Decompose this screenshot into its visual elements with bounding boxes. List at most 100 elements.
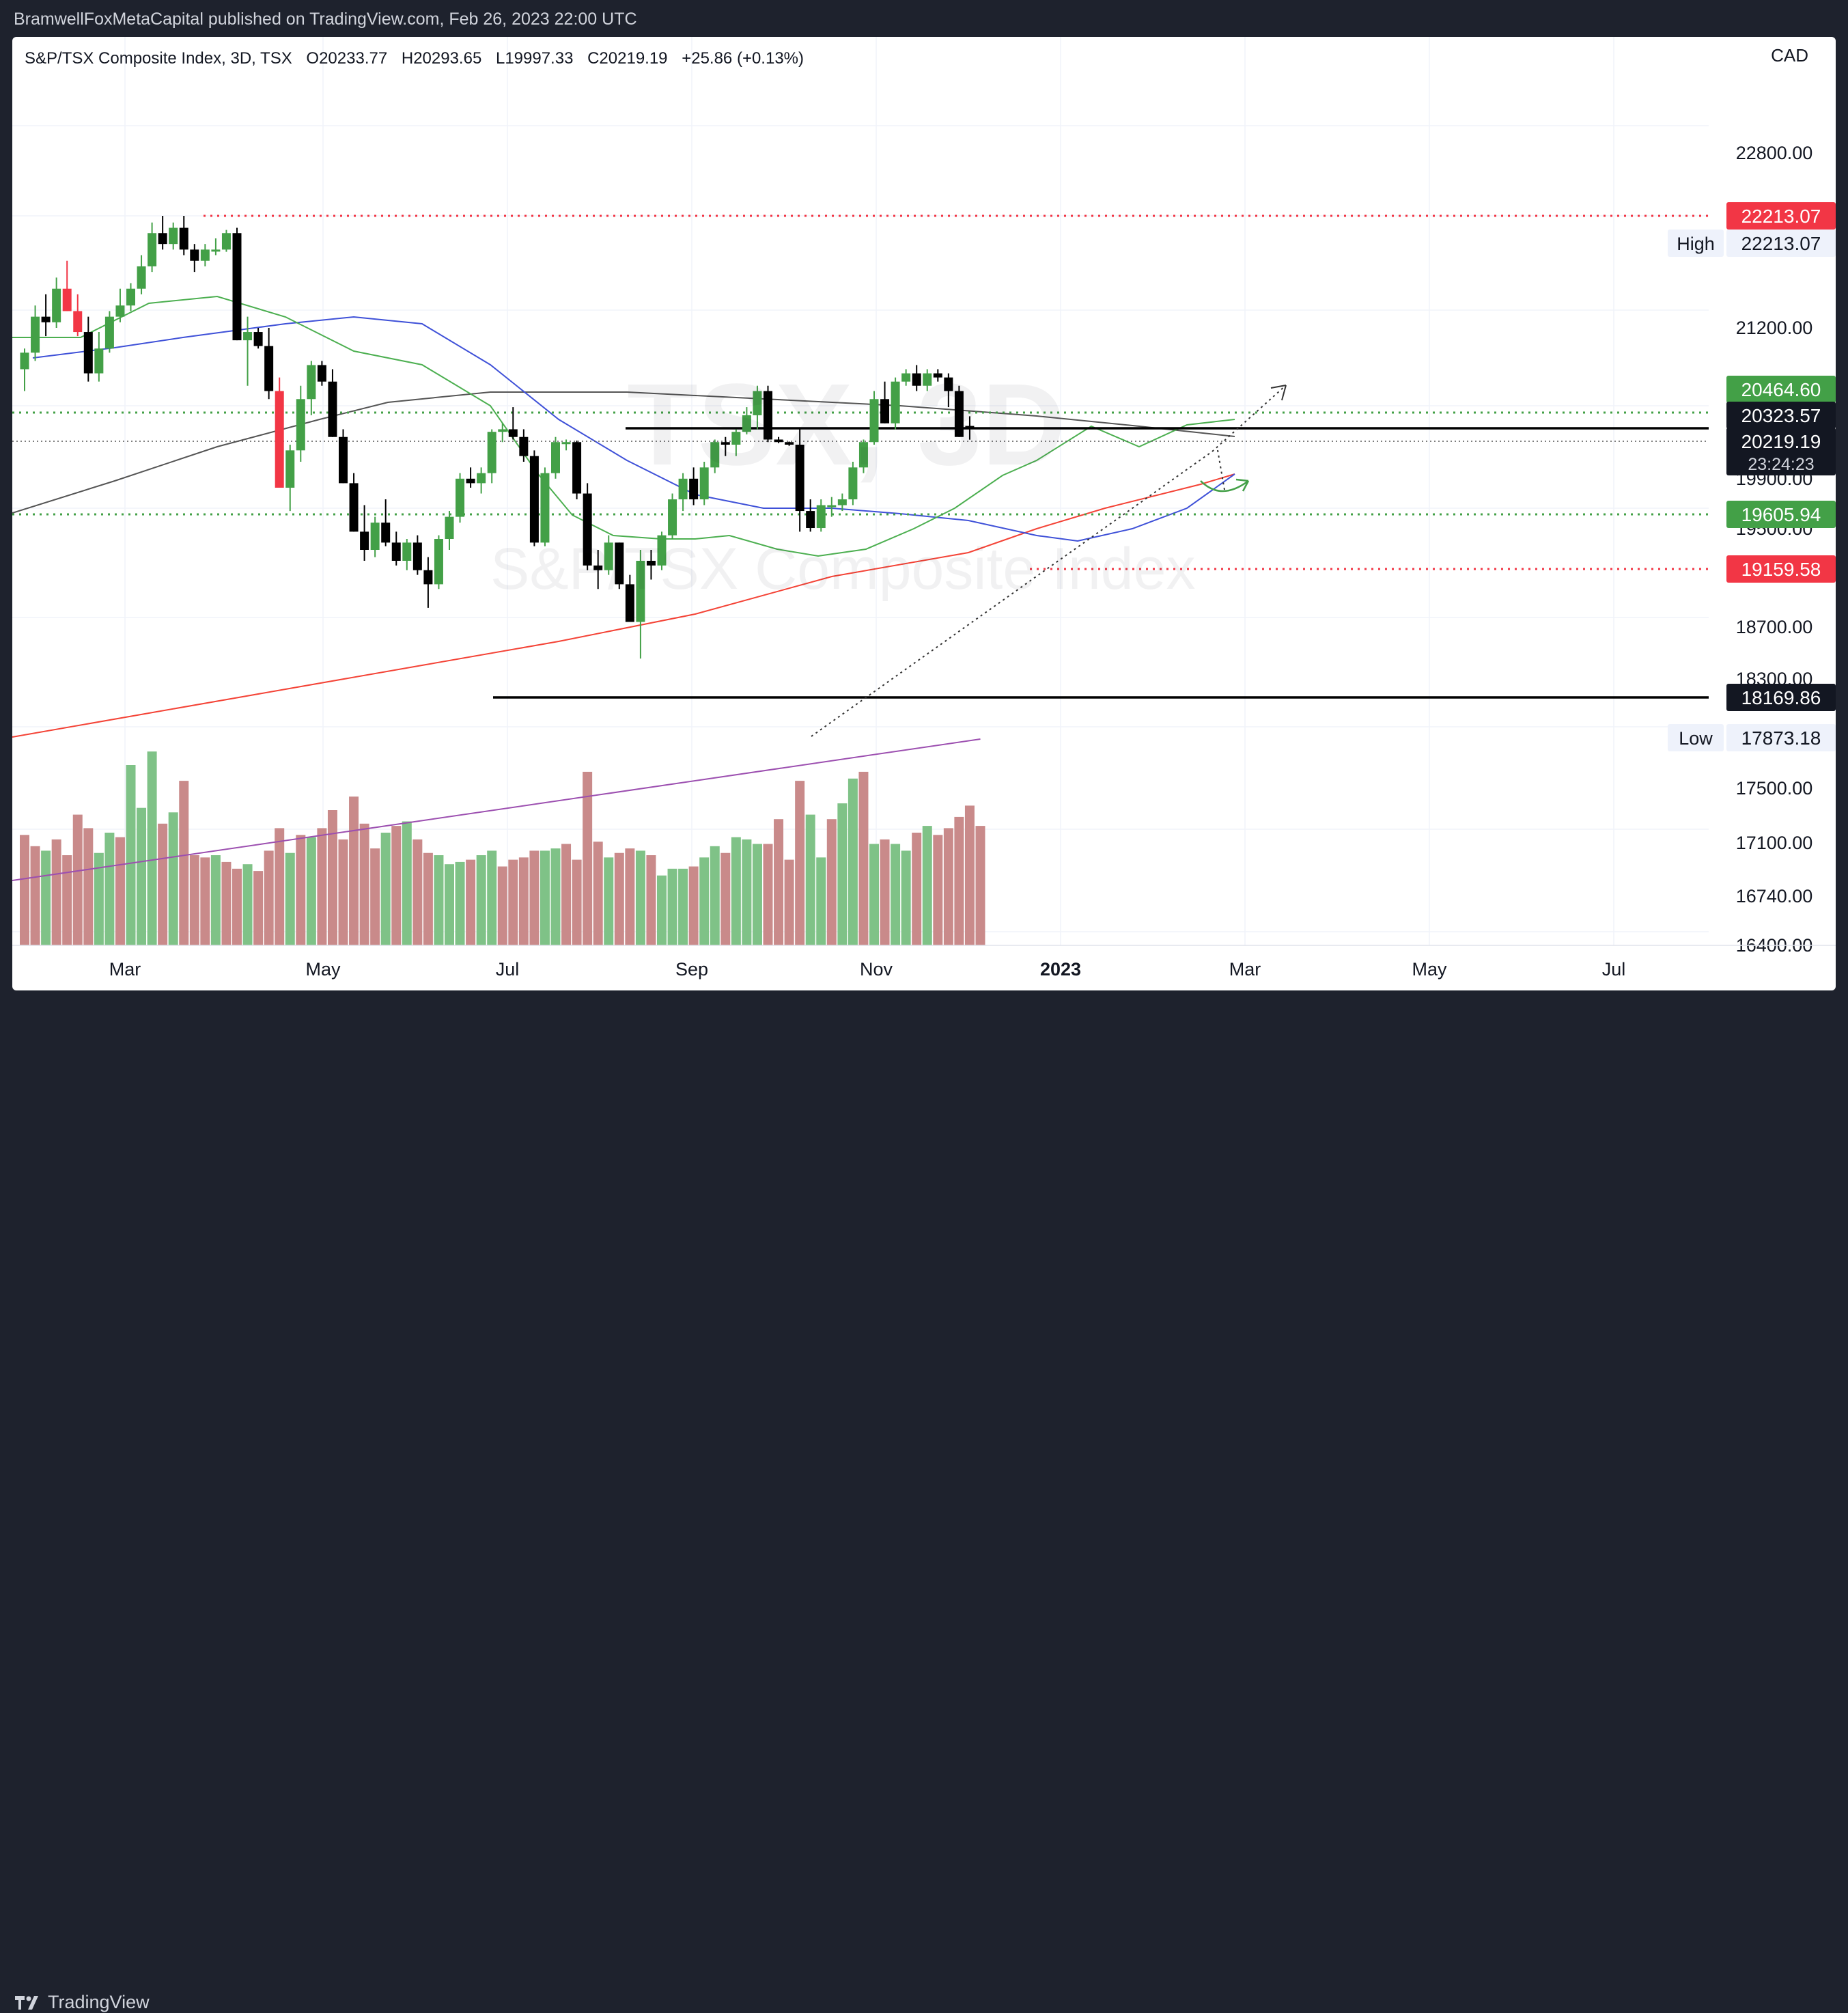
candle — [944, 377, 953, 391]
volume-bar — [518, 857, 529, 945]
tradingview-logo[interactable]: TradingView — [14, 1992, 150, 2013]
candle — [858, 442, 868, 468]
volume-bar — [933, 835, 943, 945]
candle — [20, 352, 29, 370]
y-tick-label: 17100.00 — [1736, 833, 1813, 853]
candle — [73, 311, 83, 333]
volume-bar — [912, 833, 922, 945]
candle — [593, 565, 603, 570]
footer-bar: TradingView — [0, 990, 1848, 2012]
candle — [285, 450, 295, 488]
volume-bar — [168, 812, 178, 945]
volume-bar — [731, 837, 741, 945]
volume-bar — [51, 839, 61, 945]
volume-bar — [763, 844, 773, 945]
levels — [12, 214, 1709, 699]
volume-bar — [20, 835, 29, 945]
y-tick-label: 17500.00 — [1736, 778, 1813, 799]
price-tag-bg — [1668, 724, 1724, 751]
price-tag-bg — [1668, 230, 1724, 257]
candle — [731, 432, 741, 445]
candle — [83, 332, 93, 374]
candle — [572, 442, 582, 494]
volume-bar — [359, 823, 369, 945]
volume-bar — [221, 861, 232, 945]
candle — [339, 436, 348, 484]
countdown-label: 23:24:23 — [1748, 455, 1814, 474]
candle — [126, 288, 135, 306]
symbol-watermark: TSX, 3D — [627, 360, 1066, 490]
candle — [104, 316, 114, 349]
candle — [423, 570, 433, 585]
volume-bar — [774, 819, 784, 945]
volume-bar — [657, 875, 667, 945]
ma-100-line — [12, 391, 1235, 514]
chart-frame[interactable]: 22800.0022000.0021200.0019900.0019500.00… — [12, 37, 1836, 990]
candle — [827, 505, 837, 508]
candle — [668, 499, 677, 536]
volume-bar — [126, 765, 136, 945]
price-tag: Low — [1679, 728, 1713, 749]
volume-bar — [349, 796, 359, 945]
volume-bar — [264, 850, 274, 945]
volume-bar — [625, 848, 635, 945]
candle — [848, 467, 858, 500]
volume-bar — [678, 868, 688, 945]
currency-label[interactable]: CAD — [1771, 45, 1808, 66]
candle — [402, 542, 412, 561]
price-tag: High — [1677, 234, 1715, 254]
candle — [328, 381, 337, 437]
volume-bar — [710, 846, 720, 945]
candle — [774, 439, 783, 443]
candle — [190, 249, 199, 261]
volume-bar — [880, 839, 890, 945]
legend-close: C20219.19 — [587, 49, 668, 68]
projection-arrow — [1212, 385, 1287, 452]
candle — [456, 478, 465, 517]
volume-bar — [466, 859, 476, 945]
candle — [391, 542, 401, 561]
x-tick-label: Jul — [1602, 959, 1626, 980]
volume-bar — [614, 852, 624, 945]
volume-bar — [41, 850, 51, 945]
volume-bar — [158, 823, 168, 945]
volume-bar — [296, 835, 306, 945]
volume-bar — [455, 861, 465, 945]
volume-bar — [593, 842, 603, 945]
candle — [933, 373, 942, 378]
volume-bar — [550, 848, 561, 945]
legend-high: H20293.65 — [401, 49, 482, 68]
symbol-legend: S&P/TSX Composite Index, 3D, TSX O20233.… — [25, 49, 813, 68]
volume-bar — [752, 844, 762, 945]
candle — [615, 542, 624, 585]
candle — [720, 442, 730, 445]
volume-bar — [434, 855, 444, 945]
legend-open: O20233.77 — [306, 49, 388, 68]
volume-bar — [688, 866, 699, 945]
brand-name: TradingView — [48, 1992, 150, 2012]
y-tick-label: 16740.00 — [1736, 886, 1813, 906]
price-label: 20323.57 — [1741, 405, 1821, 426]
candle — [742, 415, 751, 432]
candle — [795, 445, 804, 512]
price-label: 22213.07 — [1741, 206, 1821, 227]
price-label-bg — [1726, 684, 1836, 711]
candles — [20, 216, 975, 659]
price-label: 19605.94 — [1741, 504, 1821, 525]
volume-bar — [891, 844, 901, 945]
candle — [381, 523, 391, 543]
price-label-bg — [1726, 230, 1836, 257]
candle — [764, 391, 772, 440]
volume-bar — [975, 826, 985, 945]
candle — [753, 391, 762, 415]
volume-bar — [253, 871, 264, 945]
volume-bar — [954, 816, 964, 945]
price-chart[interactable]: 22800.0022000.0021200.0019900.0019500.00… — [12, 37, 1836, 990]
x-tick-label: May — [305, 959, 341, 980]
candle — [689, 478, 699, 500]
volume-bar — [858, 771, 869, 945]
candle — [349, 483, 359, 532]
candle — [869, 399, 879, 443]
volume-bar — [699, 857, 710, 945]
x-tick-label: Mar — [1229, 959, 1261, 980]
